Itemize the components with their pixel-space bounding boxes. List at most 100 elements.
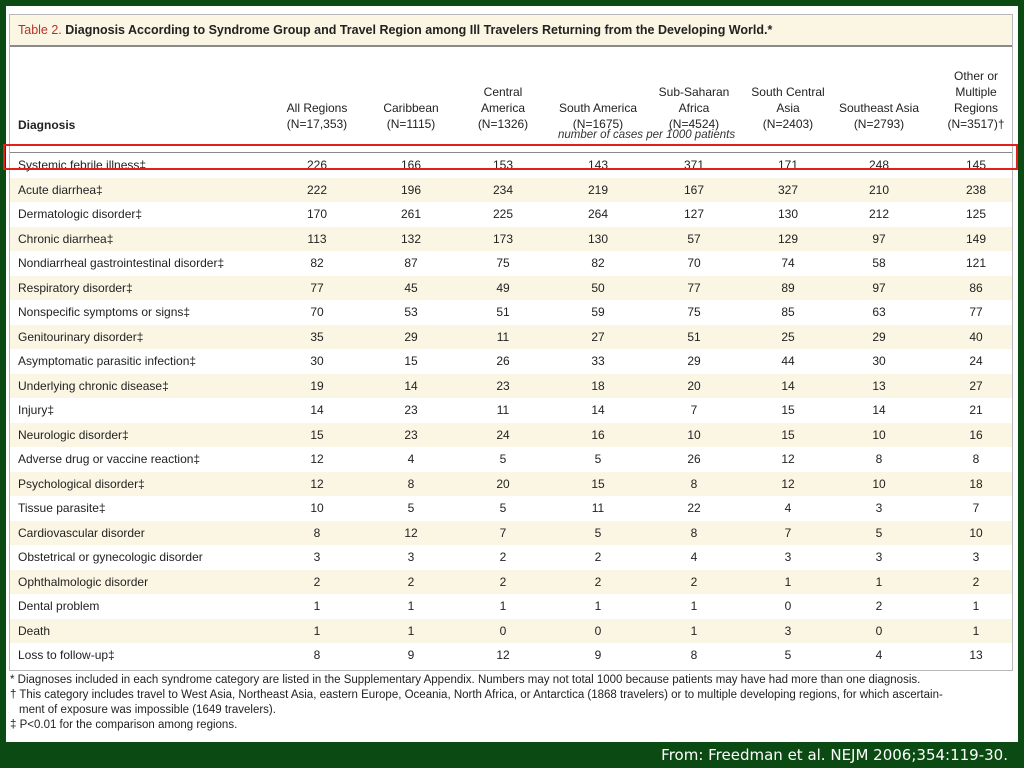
table-cell: 50 [591,280,605,295]
table-cell: 171 [777,158,799,172]
table-cell: 225 [492,207,514,221]
table-cell: 2 [407,574,415,589]
table-cell: 40 [969,329,983,344]
table-cell: 1 [407,599,415,613]
table-cell: 5 [407,501,415,515]
table-cell: 5 [594,452,602,466]
table-cell: 226 [306,158,328,172]
table-cell: 238 [965,182,987,197]
table-cell: 130 [587,231,609,246]
column-header-central-america: Central America (N=1326) [477,85,529,131]
table-cell: 113 [307,231,327,246]
table-row: Loss to follow-up‡ 8 9 12 9 8 5 4 13 [10,643,1012,668]
table-cell: 8 [690,648,698,662]
table-cell: 15 [310,427,324,442]
table-cell: 77 [310,280,324,295]
table-cell: 18 [969,476,983,491]
table-cell: 5 [784,648,792,662]
citation: From: Freedman et al. NEJM 2006;354:119-… [661,746,1008,764]
table-cell: 58 [872,256,886,270]
table-cell: 10 [687,427,701,442]
table-row: Tissue parasite‡ 10 5 5 11 22 4 3 7 [10,496,1012,521]
column-header-southeast-asia: Southeast Asia (N=2793) [838,101,920,131]
table-cell: 13 [872,378,886,393]
table-cell: 167 [683,182,705,197]
table-cell: 1 [313,623,321,638]
table-cell: 89 [781,280,795,295]
table-cell: 9 [594,648,602,662]
table-cell: 145 [965,158,987,172]
table-cell: 261 [400,207,422,221]
table-cell: 30 [872,354,886,368]
table-cell: 51 [687,329,701,344]
table-cell: 25 [781,329,795,344]
table-cell: 82 [591,256,605,270]
row-label: Dental problem [18,599,100,613]
table-cell: 16 [969,427,983,442]
table-cell: 30 [310,354,324,368]
table-cell: 12 [310,476,324,491]
table-cell: 234 [492,182,514,197]
table-cell: 371 [683,158,705,172]
table-row: Neurologic disorder‡ 15 23 24 16 10 15 10 16 [10,422,1012,447]
table-cell: 8 [313,525,321,540]
row-label: Cardiovascular disorder [18,525,145,540]
footnote-asterisk: * Diagnoses included in each syndrome ca… [10,674,921,686]
table-cell: 11 [496,403,510,417]
table-cell: 264 [587,207,609,221]
table-cell: 2 [499,550,507,564]
table-cell: 129 [777,231,799,246]
table-title-text: Diagnosis According to Syndrome Group an… [65,23,773,37]
table-cell: 77 [687,280,701,295]
table-cell: 2 [690,574,698,589]
table-cell: 18 [591,378,605,393]
table-cell: 12 [310,452,324,466]
table-cell: 0 [784,599,792,613]
table-cell: 10 [872,476,886,491]
table-cell: 20 [687,378,701,393]
table-cell: 1 [972,599,980,613]
table-row: Psychological disorder‡ 12 8 20 15 8 12 10 18 [10,471,1012,496]
table-cell: 29 [872,329,886,344]
table-cell: 4 [875,648,883,662]
table-cell: 57 [687,231,701,246]
table-cell: 3 [875,501,883,515]
table-cell: 15 [591,476,605,491]
footnote-dagger: † This category includes travel to West … [10,689,943,701]
column-header-caribbean: Caribbean (N=1115) [383,101,439,131]
table-cell: 19 [310,378,324,393]
column-header-sub-saharan-africa: Sub-Saharan Africa (N=4524) [658,85,730,131]
table-row: Dental problem 1 1 1 1 1 0 2 1 [10,594,1012,619]
column-header-south-america: South America (N=1675) [558,101,638,131]
table-row: Nondiarrheal gastrointestinal disorder‡ 8… [10,251,1012,276]
row-label: Chronic diarrhea‡ [18,231,114,246]
row-label: Ophthalmologic disorder [18,574,149,589]
table-cell: 1 [784,574,792,589]
table-cell: 70 [310,305,324,319]
table-row: Underlying chronic disease‡ 19 14 23 18 20 14 1… [10,373,1012,398]
table-cell: 3 [784,550,792,564]
row-label: Nondiarrheal gastrointestinal disorder‡ [18,256,225,270]
table-cell: 14 [781,378,795,393]
table-cell: 11 [496,329,510,344]
row-label: Acute diarrhea‡ [18,182,103,197]
table-cell: 44 [781,354,795,368]
table-cell: 248 [868,158,890,172]
table-cell: 11 [591,501,605,515]
table-cell: 14 [591,403,605,417]
table-cell: 210 [868,182,890,197]
table-cell: 33 [591,354,605,368]
table-cell: 2 [875,599,883,613]
diagnosis-column-header: Diagnosis [18,118,76,132]
table-cell: 20 [496,476,510,491]
table-cell: 1 [499,599,507,613]
table-cell: 82 [310,256,324,270]
table-cell: 219 [587,182,609,197]
table-cell: 77 [969,305,983,319]
table-cell: 8 [875,452,883,466]
table-cell: 2 [499,574,507,589]
table-cell: 2 [972,574,980,589]
table-cell: 0 [594,623,602,638]
table-cell: 16 [591,427,605,442]
table-cell: 53 [404,305,418,319]
